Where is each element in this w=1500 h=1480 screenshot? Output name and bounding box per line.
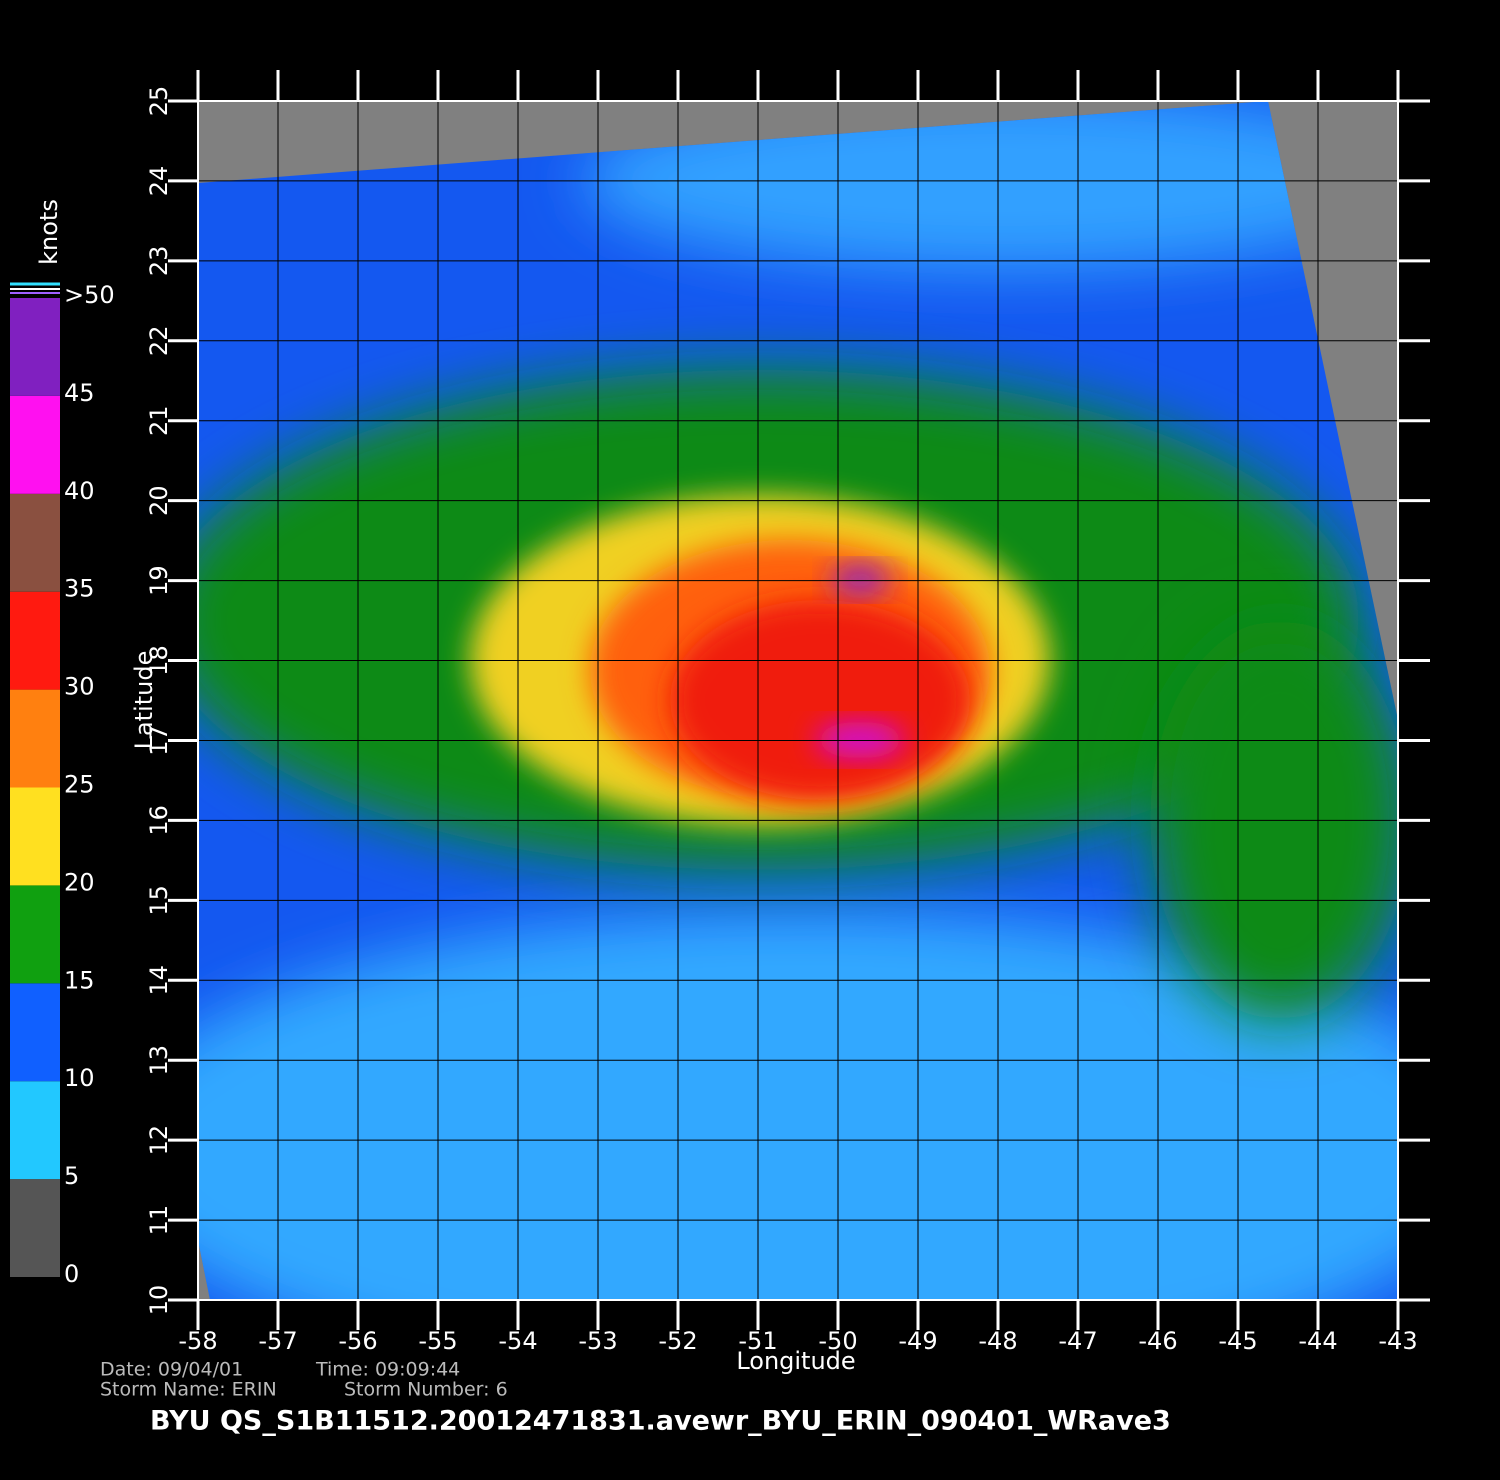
y-tick-label: 18 — [145, 645, 173, 676]
info-text: Date: 09/04/01 — [100, 1359, 243, 1381]
y-tick-label: 20 — [145, 485, 173, 516]
y-tick-label: 14 — [145, 965, 173, 996]
colorbar-band — [10, 1179, 60, 1277]
y-tick-label: 12 — [145, 1125, 173, 1156]
colorbar-tick-label: 5 — [64, 1162, 79, 1190]
plot-frame — [197, 100, 1399, 1301]
colorbar-tick-label: 10 — [64, 1064, 95, 1092]
x-tick-label: -48 — [978, 1327, 1017, 1355]
colorbar-tick-label: 30 — [64, 673, 95, 701]
y-tick-label: 10 — [145, 1285, 173, 1316]
colorbar-band — [10, 787, 60, 886]
colorbar-tick-label: >50 — [64, 281, 115, 309]
colorbar-tick-label: 20 — [64, 868, 95, 896]
x-axis-label: Longitude — [736, 1347, 855, 1375]
colorbar-band — [10, 395, 60, 494]
info-text: Time: 09:09:44 — [315, 1359, 460, 1381]
colorbar-label: knots — [35, 199, 63, 265]
x-tick-label: -44 — [1298, 1327, 1337, 1355]
colorbar-band — [10, 493, 60, 592]
colorbar-tick-label: 40 — [64, 477, 95, 505]
colorbar-tick-label: 15 — [64, 966, 95, 994]
x-tick-label: -51 — [738, 1327, 777, 1355]
y-tick-label: 17 — [145, 725, 173, 756]
y-axis-label: Latitude — [130, 651, 158, 750]
x-tick-label: -50 — [818, 1327, 857, 1355]
y-tick-label: 21 — [145, 405, 173, 436]
y-tick-label: 16 — [145, 805, 173, 836]
x-tick-label: -47 — [1058, 1327, 1097, 1355]
info-text: Storm Name: ERIN — [100, 1379, 277, 1401]
x-tick-label: -58 — [178, 1327, 217, 1355]
y-tick-label: 13 — [145, 1045, 173, 1076]
y-tick-label: 25 — [145, 86, 173, 117]
x-tick-label: -57 — [258, 1327, 297, 1355]
x-tick-label: -54 — [498, 1327, 537, 1355]
info-text: Storm Number: 6 — [344, 1379, 508, 1401]
x-tick-label: -49 — [898, 1327, 937, 1355]
colorbar-tick-label: 45 — [64, 379, 95, 407]
colorbar-band — [10, 983, 60, 1082]
colorbar-band — [10, 298, 60, 396]
y-tick-label: 23 — [145, 246, 173, 277]
colorbar-tick-label: 0 — [64, 1260, 79, 1288]
y-tick-label: 24 — [145, 166, 173, 197]
colorbar-tick-label: 25 — [64, 771, 95, 799]
colorbar-band — [10, 1081, 60, 1180]
y-tick-label: 11 — [145, 1205, 173, 1236]
colorbar-band — [10, 591, 60, 690]
chart-title: BYU QS_S1B11512.20012471831.avewr_BYU_ER… — [150, 1406, 1171, 1437]
colorbar-band — [10, 885, 60, 984]
colorbar-tick-label: 35 — [64, 575, 95, 603]
y-tick-label: 22 — [145, 326, 173, 357]
x-tick-label: -43 — [1378, 1327, 1417, 1355]
y-tick-label: 19 — [145, 565, 173, 596]
x-tick-label: -55 — [418, 1327, 457, 1355]
x-tick-label: -53 — [578, 1327, 617, 1355]
x-tick-label: -52 — [658, 1327, 697, 1355]
x-tick-label: -45 — [1218, 1327, 1257, 1355]
x-tick-label: -46 — [1138, 1327, 1177, 1355]
x-tick-label: -56 — [338, 1327, 377, 1355]
colorbar-band — [10, 689, 60, 788]
y-tick-label: 15 — [145, 885, 173, 916]
